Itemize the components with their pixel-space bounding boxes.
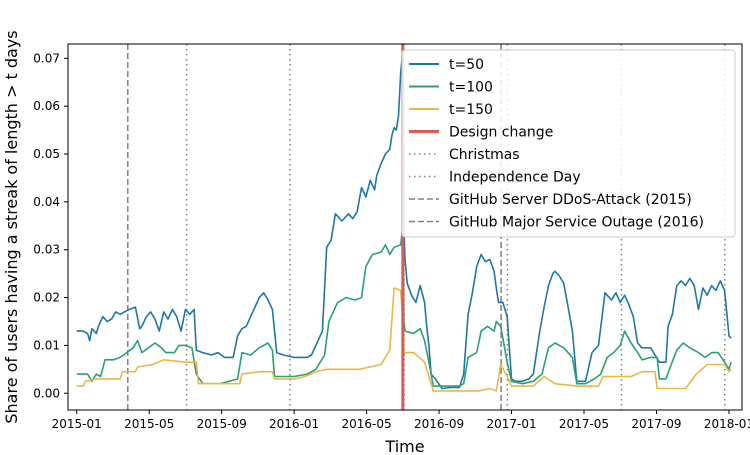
y-tick-label: 0.05 (33, 147, 60, 161)
x-tick-label: 2015-01 (52, 417, 102, 431)
legend-label: GitHub Server DDoS-Attack (2015) (449, 192, 692, 208)
x-tick-label: 2016-09 (414, 417, 464, 431)
plot-frame (67, 43, 743, 411)
legend-label: GitHub Major Service Outage (2016) (449, 215, 704, 231)
y-tick-label: 0.03 (33, 243, 60, 257)
x-axis-title: Time (384, 437, 424, 455)
y-axis-title: Share of users having a streak of length… (2, 30, 21, 423)
legend-label: t=150 (449, 102, 493, 118)
legend-label: Independence Day (449, 170, 581, 186)
x-tick-label: 2017-01 (486, 417, 536, 431)
y-tick-label: 0.04 (33, 195, 60, 209)
x-tick-label: 2016-05 (342, 417, 392, 431)
y-tick-label: 0.00 (33, 386, 60, 400)
legend: t=50 t=100 t=150 Design change Christmas Inde… (401, 49, 736, 238)
y-tick-label: 0.07 (33, 51, 60, 65)
x-tick-label: 2015-05 (124, 417, 174, 431)
series-line-t100 (76, 225, 732, 387)
y-tick-label: 0.01 (33, 338, 60, 352)
x-axis: 2015-01 2015-05 2015-09 2016-01 2016-05 2016-… (52, 410, 750, 431)
x-tick-label: 2018-01 (704, 417, 750, 431)
legend-label: t=100 (449, 80, 493, 96)
x-tick-label: 2016-01 (269, 417, 319, 431)
legend-label: Christmas (449, 147, 520, 163)
legend-label: t=50 (449, 57, 484, 73)
x-tick-label: 2015-09 (197, 417, 247, 431)
series-line-t150 (76, 287, 732, 392)
y-tick-label: 0.06 (33, 99, 60, 113)
y-axis: 0.00 0.01 0.02 0.03 0.04 0.05 0.06 0.07 (33, 51, 68, 400)
x-tick-label: 2017-05 (559, 417, 609, 431)
x-tick-label: 2017-09 (631, 417, 681, 431)
legend-box (401, 49, 736, 238)
y-tick-label: 0.02 (33, 291, 60, 305)
legend-label: Design change (449, 125, 553, 141)
